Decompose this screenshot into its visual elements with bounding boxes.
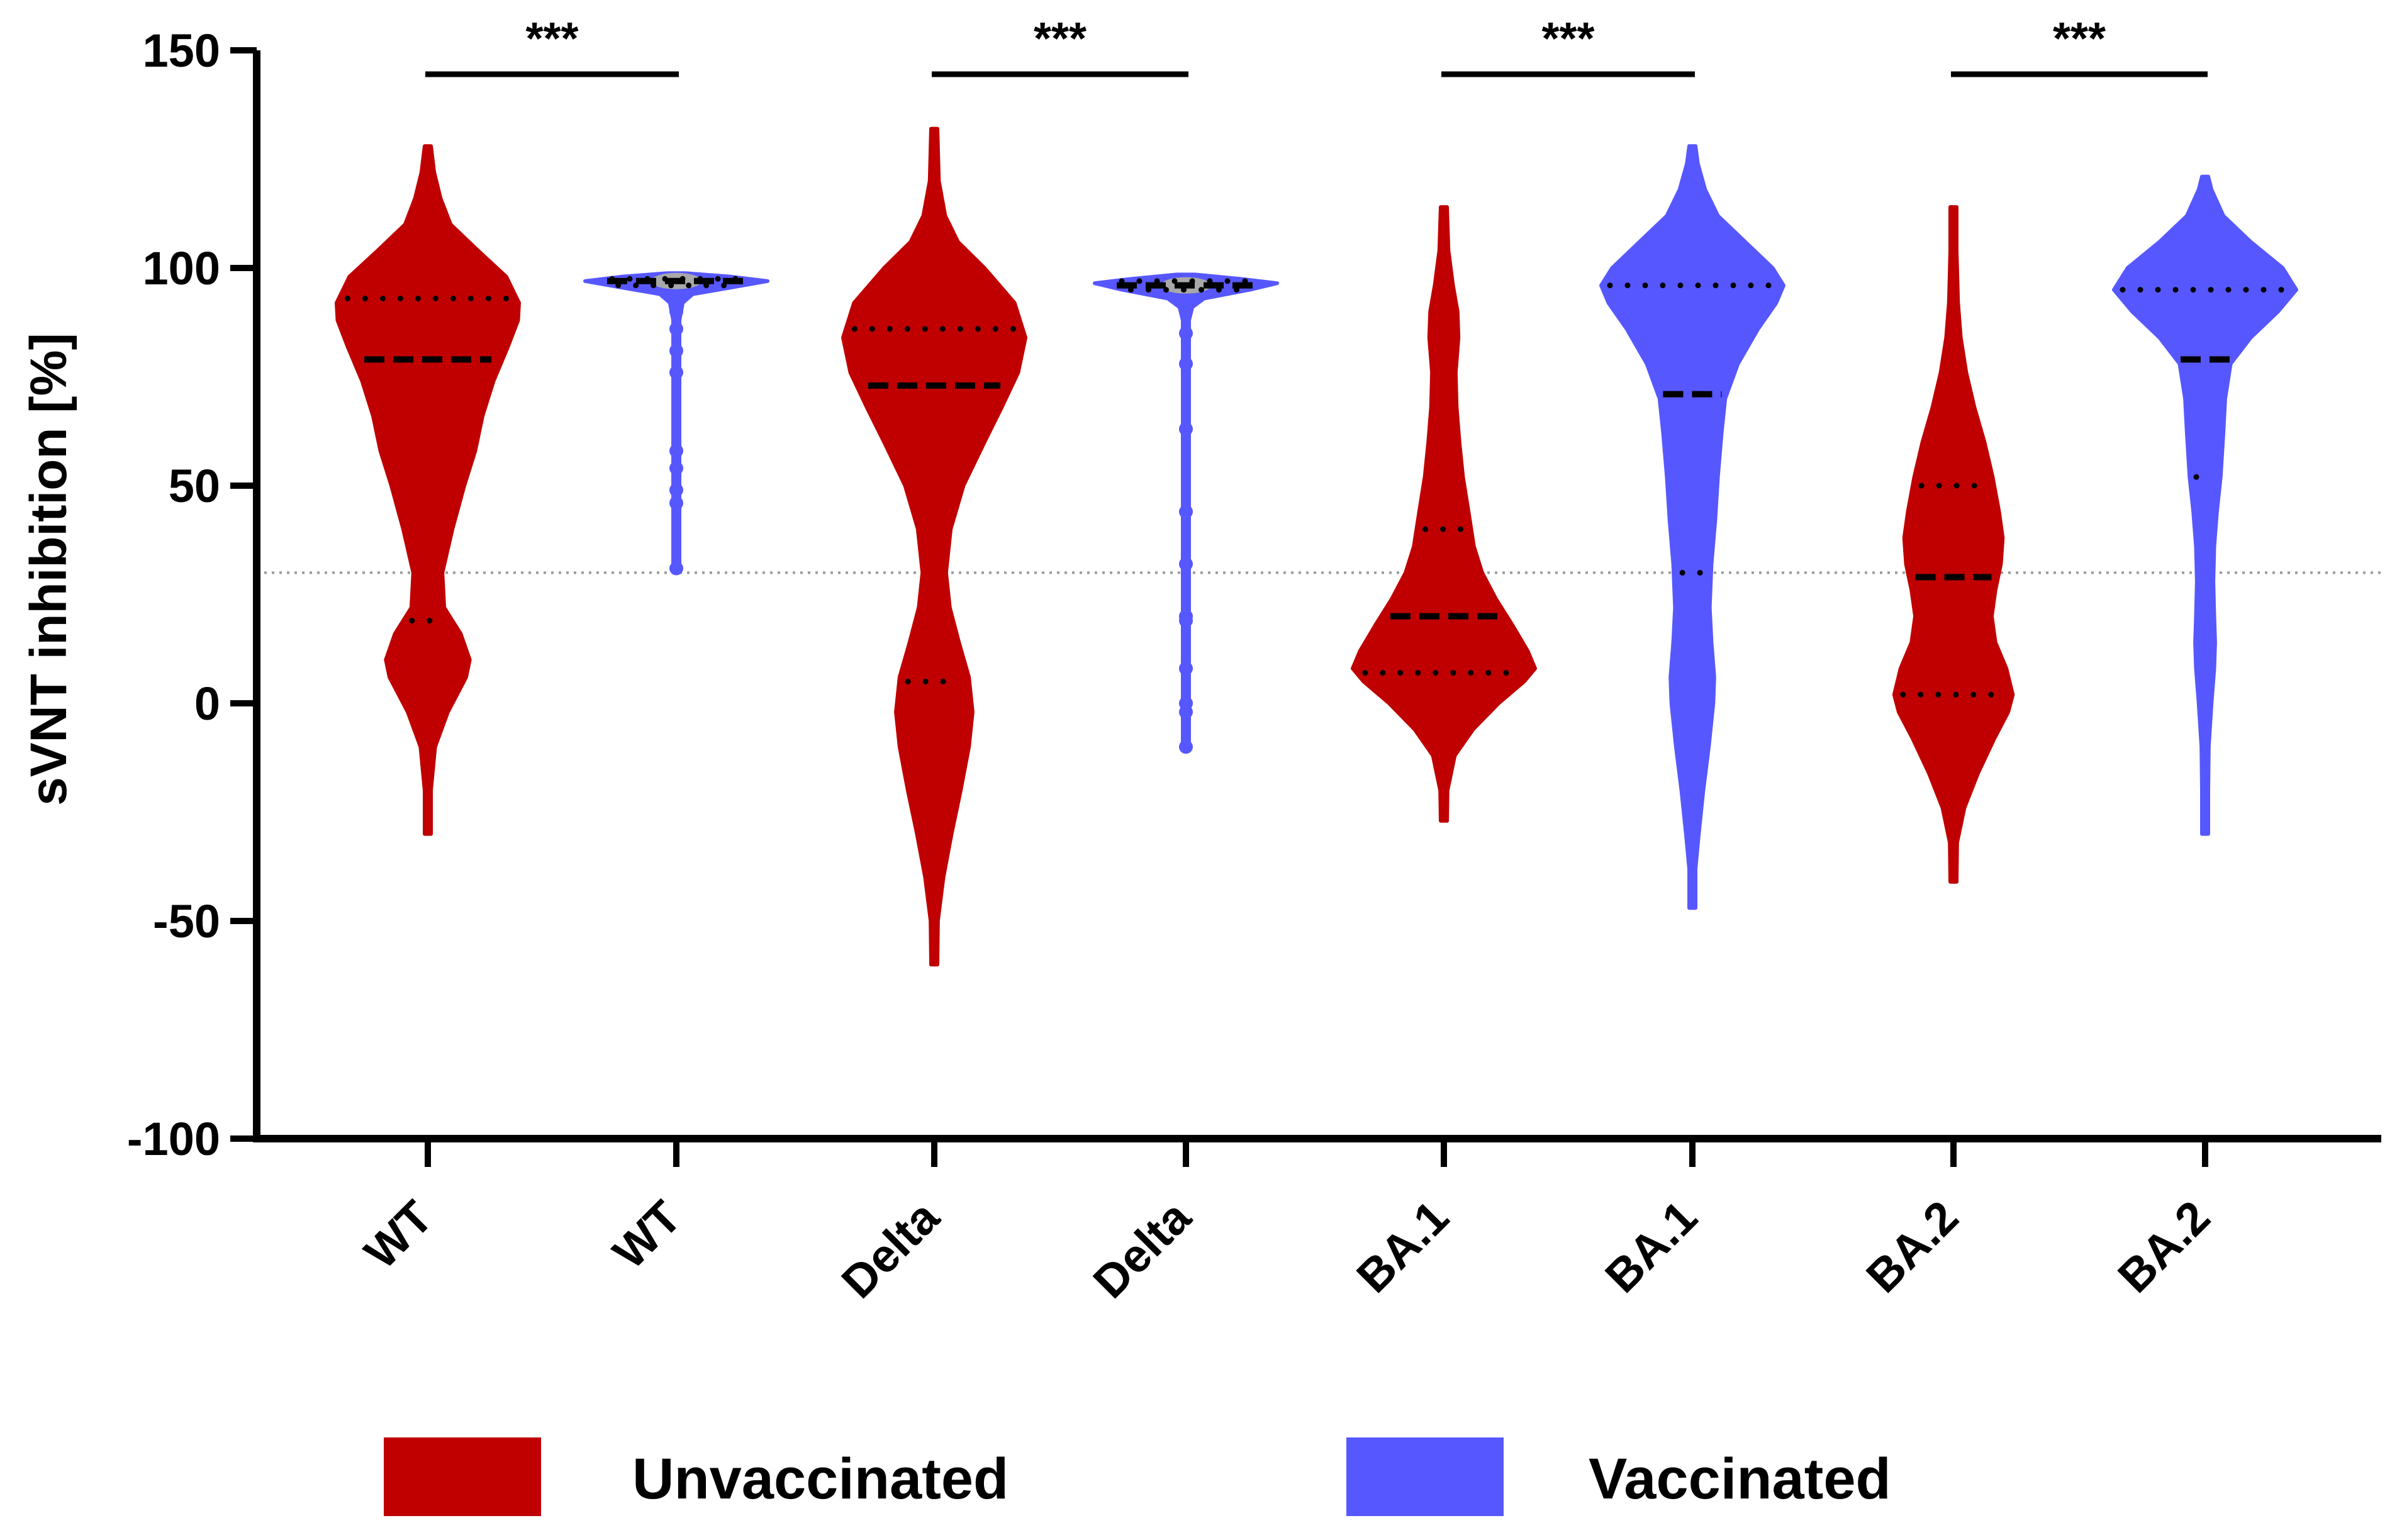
violin-delta-unvaccinated xyxy=(841,126,1027,967)
x-tick-label: WT xyxy=(354,1191,442,1279)
x-tick-label: BA.1 xyxy=(1595,1191,1707,1303)
violin-ba1-vaccinated xyxy=(1599,144,1785,910)
legend-swatch-unvaccinated xyxy=(384,1437,541,1516)
data-point xyxy=(669,483,683,497)
x-tick-label: Delta xyxy=(1083,1190,1201,1308)
legend-swatch-vaccinated xyxy=(1346,1437,1504,1516)
data-point xyxy=(1179,291,1193,306)
y-tick-label: 50 xyxy=(169,460,220,512)
violin-wt-vaccinated xyxy=(583,271,769,571)
violin-ba2-vaccinated xyxy=(2112,174,2298,836)
y-tick-label: -50 xyxy=(153,895,220,947)
x-tick-label: BA.2 xyxy=(1856,1191,1968,1303)
violin-ba2-unvaccinated xyxy=(1892,205,2015,884)
data-point xyxy=(1179,609,1193,623)
legend-label-unvaccinated: Unvaccinated xyxy=(632,1447,1009,1511)
data-point xyxy=(669,365,683,380)
data-point xyxy=(669,444,683,458)
x-tick-label: BA.2 xyxy=(2108,1191,2220,1303)
data-point xyxy=(1179,740,1193,754)
data-point xyxy=(669,461,683,476)
x-tick-label: Delta xyxy=(832,1190,949,1308)
data-point xyxy=(1179,422,1193,437)
significance-label: *** xyxy=(1034,14,1087,64)
data-point xyxy=(1179,326,1193,340)
y-tick-label: 0 xyxy=(194,678,220,730)
significance-label: *** xyxy=(1541,14,1594,64)
data-point xyxy=(1179,557,1193,571)
data-point xyxy=(1179,696,1193,710)
data-point xyxy=(669,287,683,301)
violin-wt-unvaccinated xyxy=(335,144,521,836)
data-point xyxy=(1179,357,1193,371)
violin-ba1-unvaccinated xyxy=(1351,205,1537,823)
y-tick-label: 150 xyxy=(143,25,220,77)
legend-label-vaccinated: Vaccinated xyxy=(1589,1447,1891,1511)
data-point xyxy=(669,496,683,510)
x-tick-label: WT xyxy=(603,1191,691,1279)
significance-label: *** xyxy=(2053,14,2106,64)
y-tick-label: -100 xyxy=(127,1113,220,1165)
y-tick-label: 100 xyxy=(143,242,220,294)
y-axis-title: sVNT inhibition [%] xyxy=(20,333,77,806)
data-point xyxy=(1179,304,1193,319)
data-point xyxy=(1179,505,1193,519)
significance-label: *** xyxy=(525,14,578,64)
data-point xyxy=(669,561,683,576)
data-point xyxy=(669,321,683,336)
x-tick-label: BA.1 xyxy=(1346,1191,1458,1303)
data-point xyxy=(669,343,683,358)
data-point xyxy=(1179,661,1193,676)
